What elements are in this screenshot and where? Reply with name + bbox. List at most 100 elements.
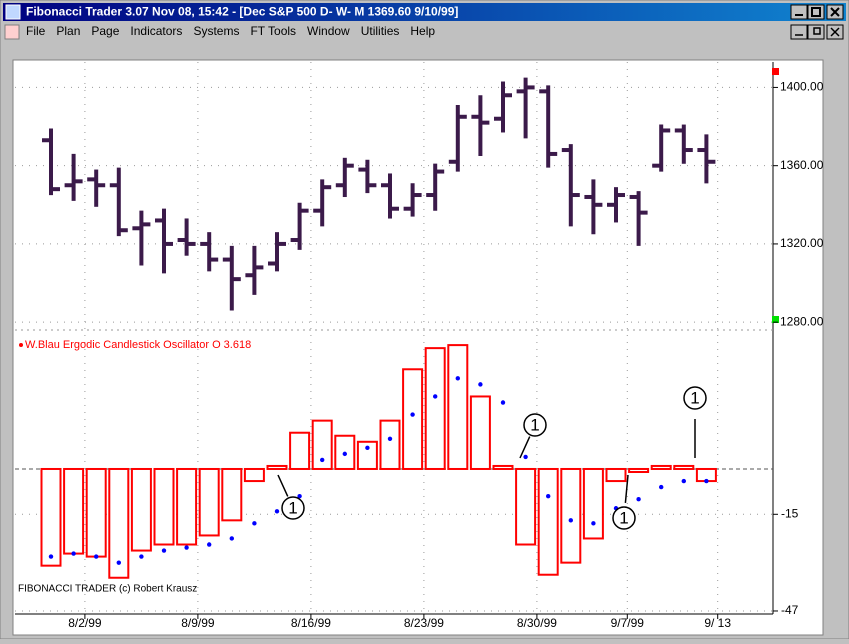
menu-item[interactable]: Page bbox=[91, 24, 119, 38]
osc-bar bbox=[221, 467, 243, 522]
x-tick-label: 8/30/99 bbox=[517, 616, 557, 630]
legend-entry: W.Blau Ergodic Candlestick Oscillator O … bbox=[25, 339, 251, 351]
signal-dot bbox=[297, 493, 302, 499]
x-tick-label: 9/ 13 bbox=[704, 616, 731, 630]
osc-bar bbox=[469, 395, 491, 470]
osc-bar bbox=[379, 419, 401, 470]
signal-dot bbox=[94, 554, 99, 559]
signal-dot bbox=[568, 518, 573, 523]
osc-bar bbox=[605, 467, 627, 483]
signal-dot bbox=[139, 554, 144, 559]
signal-dot bbox=[500, 400, 506, 405]
signal-dot bbox=[229, 536, 234, 541]
app-icon bbox=[5, 4, 21, 20]
minimize-button[interactable] bbox=[790, 4, 808, 20]
signal-dot bbox=[161, 548, 167, 553]
x-tick-label: 9/7/99 bbox=[611, 616, 645, 630]
osc-bar bbox=[153, 467, 175, 546]
window-title: Fibonacci Trader 3.07 Nov 08, 15:42 - [D… bbox=[26, 5, 458, 19]
annotation-label: 1 bbox=[619, 508, 628, 527]
osc-bar bbox=[85, 467, 107, 558]
signal-dot bbox=[410, 412, 415, 417]
osc-bar bbox=[650, 464, 672, 470]
osc-bar bbox=[243, 467, 265, 483]
signal-dot bbox=[433, 394, 438, 399]
annotation-line bbox=[519, 436, 531, 459]
x-tick-label: 8/9/99 bbox=[181, 616, 215, 630]
child-minimize[interactable] bbox=[790, 24, 808, 40]
y-tick-label: 1320.00 bbox=[780, 236, 824, 250]
y-tick-label: -47 bbox=[781, 603, 799, 617]
doc-icon bbox=[4, 24, 20, 40]
y-tick-label: -15 bbox=[781, 506, 799, 520]
osc-bar bbox=[108, 467, 130, 579]
signal-dot bbox=[546, 493, 551, 499]
signal-dot bbox=[704, 478, 709, 484]
annotation-circle bbox=[612, 506, 636, 530]
signal-dot bbox=[48, 554, 54, 559]
signal-dot bbox=[523, 454, 528, 460]
osc-bar bbox=[40, 467, 62, 567]
signal-dot bbox=[365, 445, 370, 451]
signal-dot bbox=[116, 560, 122, 565]
annotation-line bbox=[624, 474, 629, 504]
menu-item[interactable]: Utilities bbox=[361, 24, 400, 38]
signal-dot bbox=[455, 376, 460, 381]
y-tick-label: 1280.00 bbox=[780, 314, 824, 328]
menu-item[interactable]: Indicators bbox=[130, 24, 182, 38]
osc-bar bbox=[447, 344, 469, 470]
osc-bar bbox=[198, 467, 220, 537]
osc-bar bbox=[673, 464, 695, 470]
title-buttons bbox=[790, 4, 844, 40]
signal-dot bbox=[591, 521, 596, 526]
marker-red bbox=[772, 68, 779, 75]
osc-bar bbox=[356, 440, 378, 470]
signal-dot bbox=[387, 436, 393, 441]
signal-dot bbox=[184, 545, 189, 550]
osc-bar bbox=[628, 467, 650, 474]
annotation-circle bbox=[523, 413, 547, 437]
annotation-label: 1 bbox=[288, 498, 297, 517]
y-tick-label: 1400.00 bbox=[780, 80, 824, 94]
menu-item[interactable]: Help bbox=[410, 24, 435, 38]
osc-bar bbox=[289, 431, 311, 470]
signal-dot bbox=[659, 484, 664, 490]
menu-item[interactable]: FT Tools bbox=[250, 24, 296, 38]
osc-bar bbox=[176, 467, 198, 546]
signal-dot bbox=[636, 496, 641, 502]
osc-bar bbox=[537, 467, 559, 576]
x-tick-label: 8/2/99 bbox=[68, 616, 102, 630]
marker-green bbox=[772, 316, 779, 323]
title-bar bbox=[3, 3, 846, 21]
annotation-label: 1 bbox=[530, 415, 539, 434]
signal-dot bbox=[252, 521, 257, 526]
osc-bar bbox=[266, 464, 288, 470]
osc-bar bbox=[311, 419, 333, 470]
osc-bar bbox=[63, 467, 85, 555]
osc-bar bbox=[582, 467, 604, 540]
signal-dot bbox=[71, 551, 76, 556]
signal-dot bbox=[342, 451, 347, 457]
osc-bar bbox=[402, 368, 424, 470]
footer-text: FIBONACCI TRADER (c) Robert Krausz bbox=[18, 584, 197, 595]
x-tick-label: 8/23/99 bbox=[404, 616, 444, 630]
osc-bar bbox=[130, 467, 152, 552]
menu-item[interactable]: Plan bbox=[56, 24, 80, 38]
child-restore[interactable] bbox=[807, 24, 825, 40]
signal-dot bbox=[681, 478, 686, 484]
menu-item[interactable]: Window bbox=[307, 24, 350, 38]
x-tick-label: 8/16/99 bbox=[291, 616, 331, 630]
signal-dot bbox=[320, 457, 325, 463]
osc-bar bbox=[492, 464, 514, 470]
signal-dot bbox=[207, 542, 212, 547]
annotation-label: 1 bbox=[690, 388, 699, 407]
osc-bar bbox=[515, 467, 537, 546]
menu-item[interactable]: File bbox=[26, 24, 46, 38]
annotation-circle bbox=[281, 496, 305, 520]
annotation-circle bbox=[683, 386, 707, 410]
osc-bar bbox=[424, 347, 446, 470]
menu-item[interactable]: Systems bbox=[193, 24, 239, 38]
legend-dot bbox=[19, 343, 23, 347]
signal-dot bbox=[478, 382, 483, 387]
